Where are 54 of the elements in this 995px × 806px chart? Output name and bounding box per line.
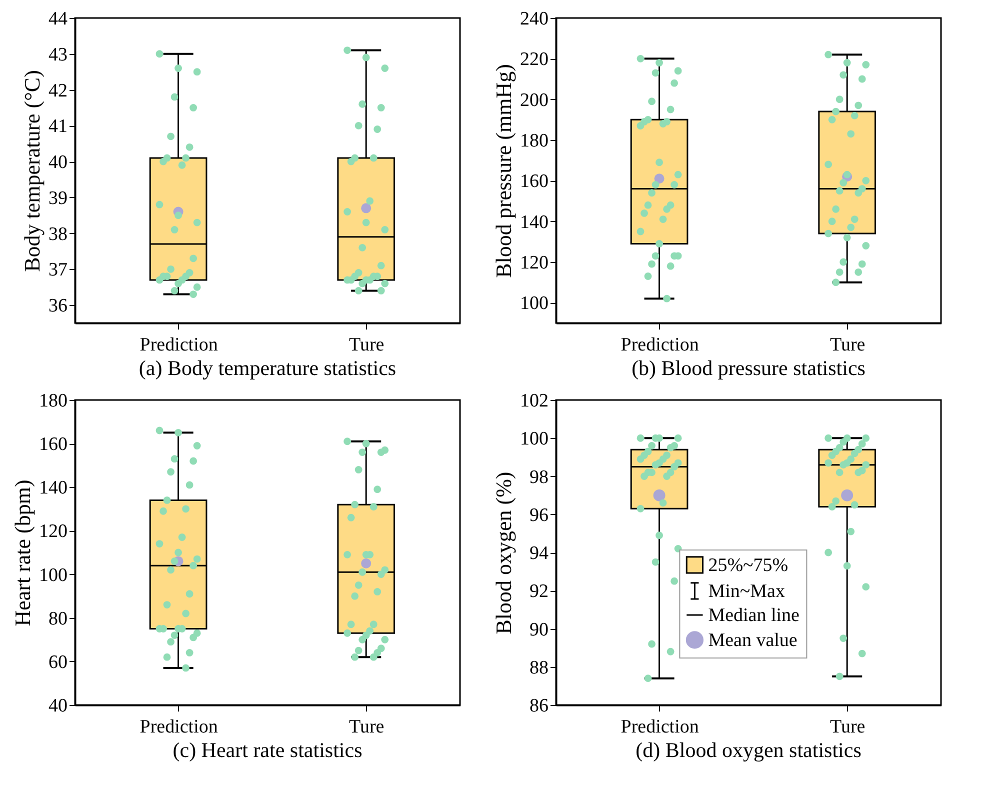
- y-tick-label: 98: [530, 466, 548, 488]
- y-tick-label: 38: [48, 224, 68, 245]
- legend-label: 25%~75%: [708, 554, 788, 576]
- y-tick-label: 90: [530, 619, 548, 640]
- y-tick-label: 43: [48, 44, 68, 66]
- x-tick-label: Ture: [830, 334, 866, 356]
- y-tick-label: 39: [48, 188, 68, 209]
- y-tick-label: 86: [530, 696, 548, 716]
- y-tick-label: 120: [39, 521, 68, 542]
- y-tick-label: 88: [530, 657, 548, 678]
- y-tick-label: 100: [39, 564, 68, 586]
- y-axis-title: Body temperature (°C): [20, 70, 44, 272]
- text: (c) Heart rate statistics: [172, 738, 362, 762]
- y-axis-title: Blood oxygen (%): [491, 472, 516, 634]
- y-tick-label: 40: [48, 152, 68, 174]
- y-tick-label: 180: [520, 130, 548, 152]
- y-tick-label: 60: [48, 652, 68, 673]
- y-tick-label: 44: [48, 8, 68, 30]
- text: (d) Blood oxygen statistics: [636, 738, 862, 762]
- legend-label: Mean value: [708, 630, 798, 651]
- y-tick-label: 140: [520, 212, 548, 233]
- y-tick-label: 42: [48, 80, 68, 102]
- y-tick-label: 96: [530, 504, 548, 526]
- y-tick-label: 40: [48, 696, 68, 716]
- y-tick-label: 92: [530, 581, 548, 602]
- y-tick-label: 120: [520, 252, 548, 274]
- x-tick-label: Ture: [348, 334, 384, 356]
- x-tick-label: Ture: [348, 716, 384, 738]
- y-tick-label: 94: [530, 543, 549, 564]
- y-tick-label: 140: [39, 478, 68, 499]
- y-tick-label: 100: [520, 428, 548, 450]
- text: (b) Blood pressure statistics: [632, 356, 866, 380]
- annotation: Median line: [708, 604, 800, 626]
- y-axis-title: Heart rate (bpm): [10, 480, 35, 626]
- y-tick-label: 36: [48, 296, 68, 317]
- y-tick-label: 180: [39, 390, 68, 412]
- y-tick-label: 41: [48, 116, 68, 138]
- y-tick-label: 100: [520, 293, 548, 314]
- x-tick-label: Ture: [830, 716, 866, 738]
- y-axis-title: Blood pressure (mmHg): [491, 64, 516, 278]
- y-tick-label: 200: [520, 90, 548, 111]
- y-tick-label: 37: [48, 260, 68, 281]
- y-tick-label: 160: [520, 171, 548, 192]
- y-tick-label: 240: [520, 8, 548, 30]
- y-tick-label: 160: [39, 434, 68, 456]
- y-tick-label: 102: [520, 390, 548, 412]
- x-tick-label: Prediction: [140, 334, 218, 356]
- y-tick-label: 220: [520, 49, 548, 70]
- text: (a) Body temperature statistics: [138, 356, 396, 380]
- x-tick-label: Prediction: [620, 716, 700, 738]
- x-tick-label: Prediction: [140, 716, 218, 738]
- annotation: Min~Max: [708, 580, 786, 602]
- y-tick-label: 80: [48, 608, 68, 630]
- x-tick-label: Prediction: [620, 334, 700, 356]
